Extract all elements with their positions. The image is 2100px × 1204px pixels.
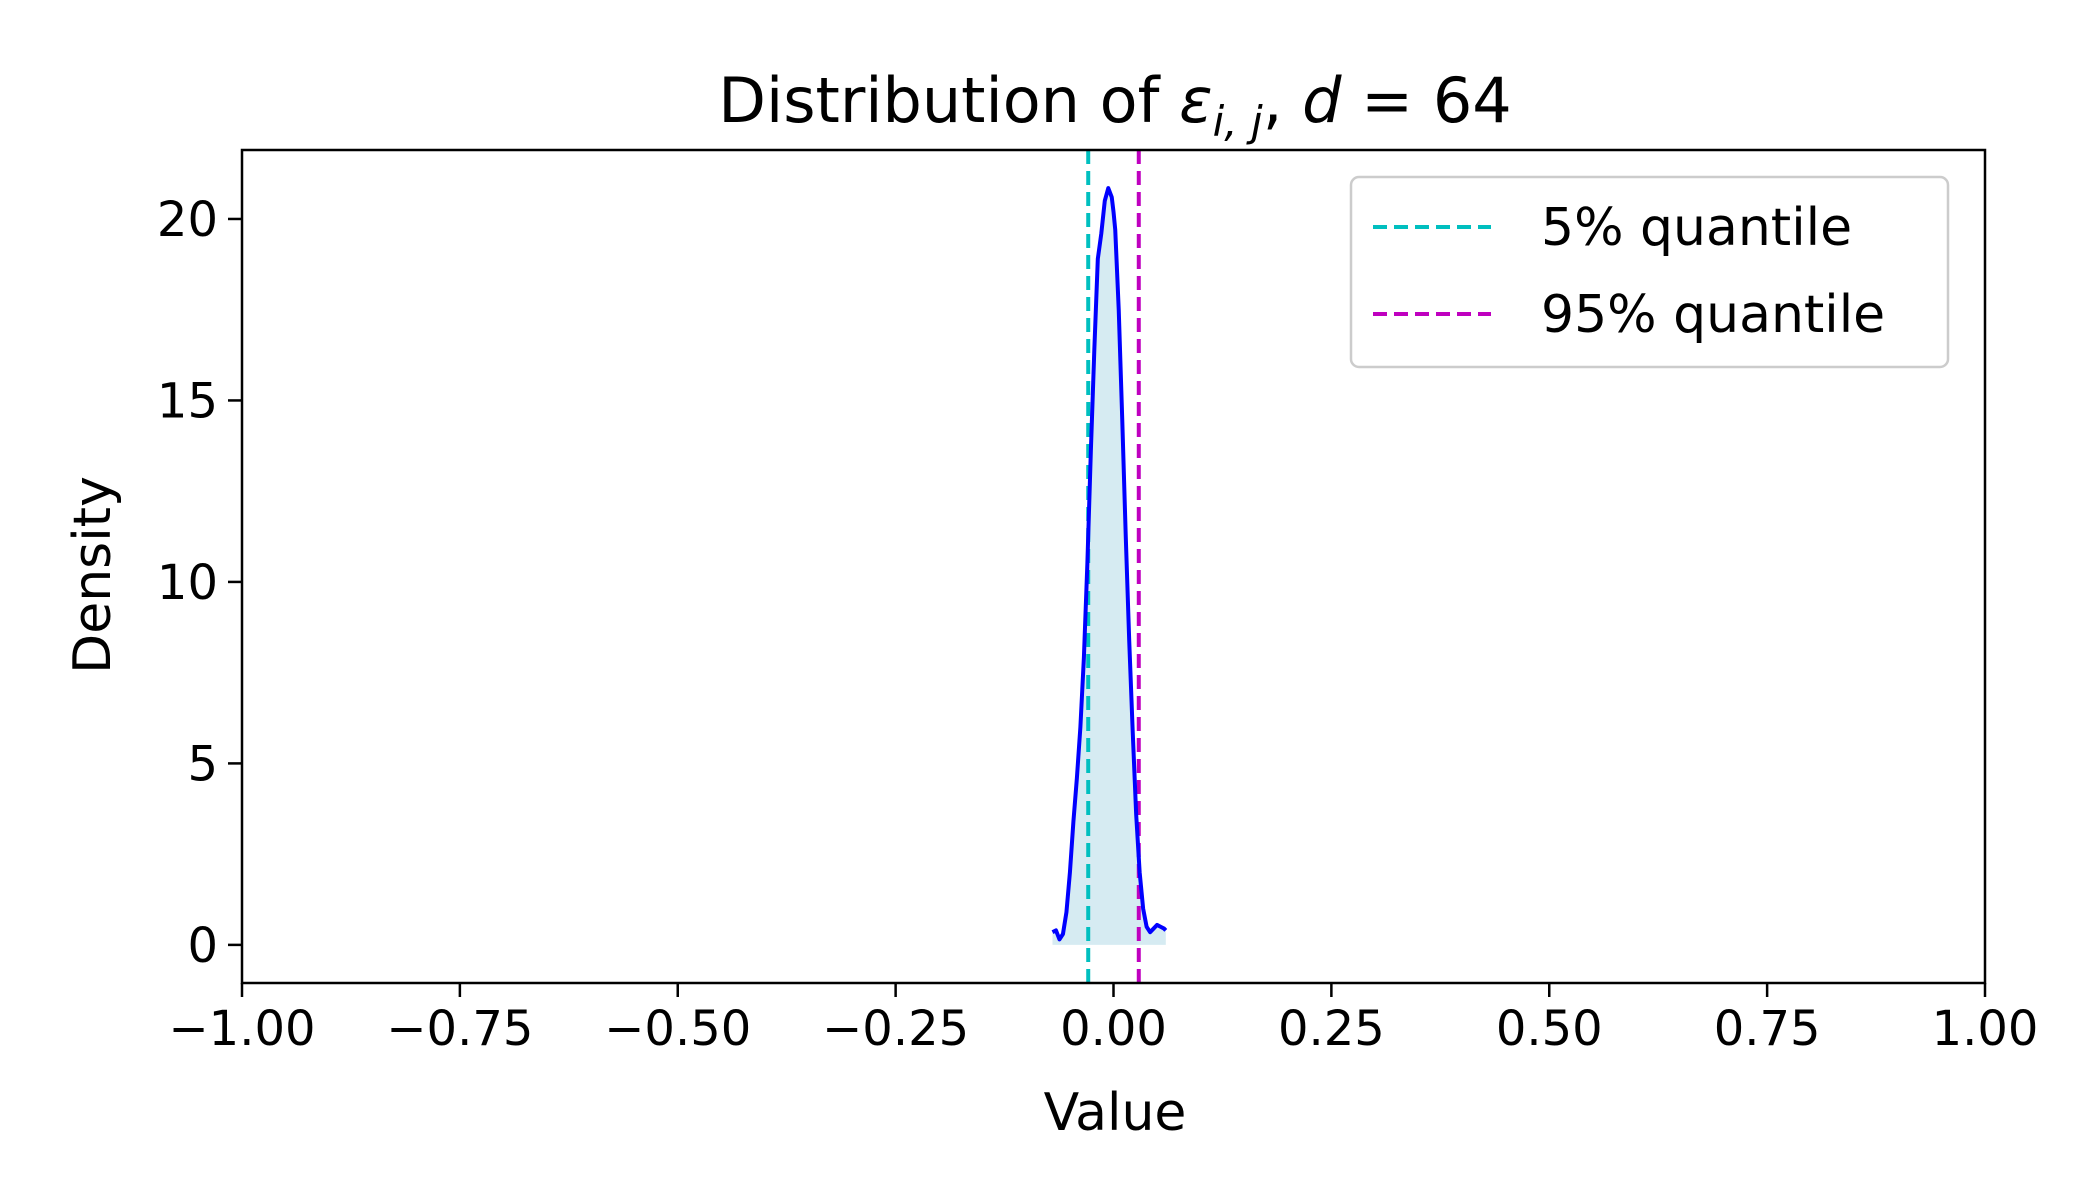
- y-tick-label: 0: [187, 918, 218, 974]
- x-axis-label: Value: [1044, 1083, 1187, 1143]
- legend-label: 5% quantile: [1541, 198, 1852, 258]
- axes: −1.00 −0.75 −0.50 −0.25 0.00 0.25 0.50 0.75 1.00…: [157, 148, 2039, 1057]
- legend-box: [1349, 175, 1950, 369]
- x-tick-label: −0.25: [822, 1001, 969, 1057]
- x-tick-label: −0.50: [604, 1001, 751, 1057]
- y-tick-label: 5: [187, 736, 218, 792]
- chart-title: Distribution of εi, j, d = 64: [718, 64, 1512, 146]
- x-tick-label: −0.75: [386, 1001, 533, 1057]
- legend-label: 95% quantile: [1541, 285, 1885, 345]
- legend: 5% quantile 95% quantile: [1349, 175, 1950, 369]
- x-tick-label: 0.25: [1278, 1001, 1385, 1057]
- y-tick-label: 20: [157, 192, 218, 248]
- title-d-symbol: d: [1302, 64, 1342, 137]
- title-d-value: 64: [1433, 64, 1512, 137]
- title-prefix: Distribution of: [718, 64, 1179, 137]
- y-tick-label: 15: [157, 373, 218, 429]
- plot-area: [1051, 150, 1168, 983]
- x-tick-label: 0.00: [1060, 1001, 1167, 1057]
- title-subscript: i, j: [1213, 97, 1263, 146]
- x-tick-label: 0.75: [1714, 1001, 1821, 1057]
- title-epsilon: ε: [1179, 64, 1213, 137]
- y-axis-label: Density: [63, 476, 123, 674]
- title-equals: =: [1341, 64, 1432, 137]
- x-tick-label: 0.50: [1496, 1001, 1603, 1057]
- y-tick-label: 10: [157, 555, 218, 611]
- x-tick-label: 1.00: [1932, 1001, 2039, 1057]
- density-fill: [1052, 188, 1166, 945]
- density-curve: [1051, 186, 1168, 942]
- x-tick-label: −1.00: [168, 1001, 315, 1057]
- title-separator: ,: [1263, 64, 1302, 137]
